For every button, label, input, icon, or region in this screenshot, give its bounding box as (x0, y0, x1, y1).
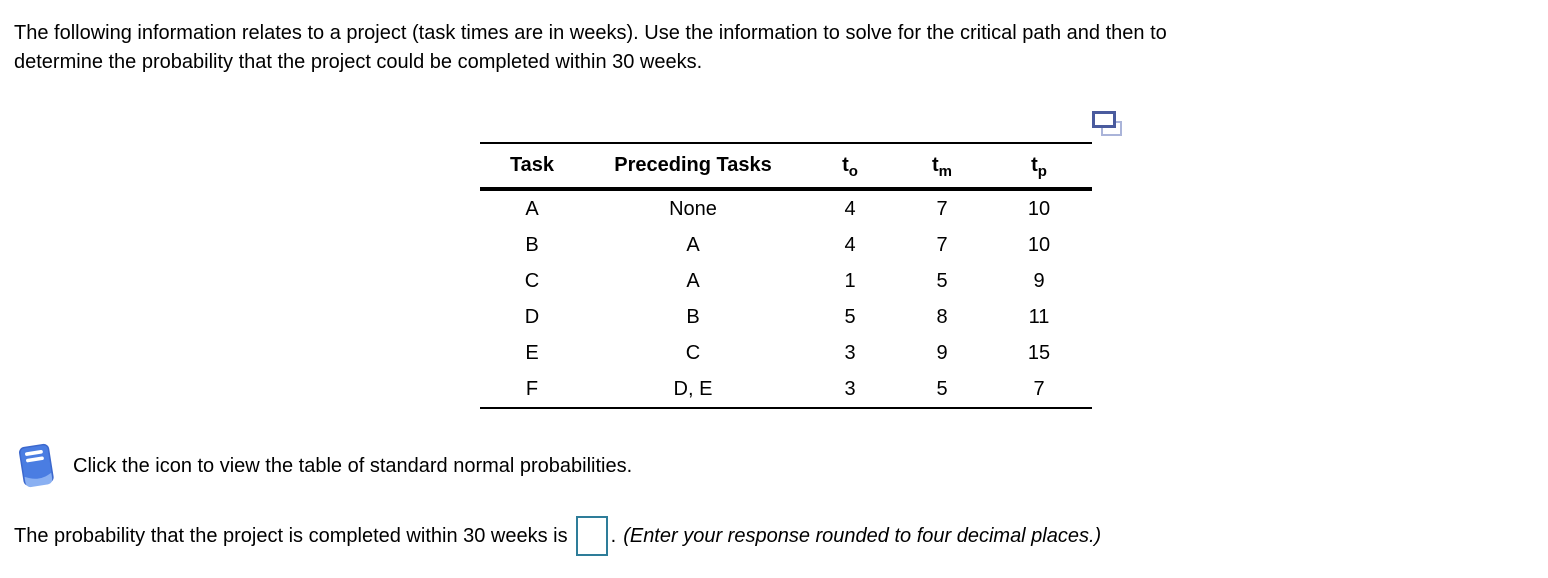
t-o-subscript: o (848, 163, 858, 180)
cell-tp: 11 (1028, 305, 1050, 328)
cell-tm: 7 (936, 197, 948, 220)
table-row: F D, E 3 5 7 (480, 371, 1092, 407)
cell-task: C (524, 269, 540, 292)
cell-task: E (525, 341, 539, 364)
normal-table-note: Click the icon to view the table of stan… (73, 454, 633, 477)
cell-to: 3 (844, 377, 856, 400)
table-row: E C 3 9 15 (480, 335, 1092, 371)
table-row: A None 4 7 10 (480, 191, 1092, 227)
cell-task: F (525, 377, 539, 400)
cell-preceding: None (669, 197, 717, 220)
cell-preceding: C (685, 341, 701, 364)
cell-tm: 9 (936, 341, 948, 364)
cell-tm: 7 (936, 233, 948, 256)
table-row: C A 1 5 9 (480, 263, 1092, 299)
cell-preceding: A (686, 269, 700, 292)
question-text-line2: determine the probability that the proje… (14, 51, 703, 73)
table-row: B A 4 7 10 (480, 227, 1092, 263)
cell-tm: 5 (936, 269, 948, 292)
col-header-t-optimistic: to (802, 154, 898, 180)
col-header-task: Task (509, 154, 555, 176)
cell-to: 1 (844, 269, 856, 292)
answer-hint: (Enter your response rounded to four dec… (623, 524, 1102, 547)
col-header-preceding-tasks: Preceding Tasks (614, 154, 772, 176)
answer-input[interactable] (575, 516, 608, 556)
normal-table-note-row: Click the icon to view the table of stan… (12, 440, 632, 492)
t-p-subscript: p (1037, 163, 1047, 180)
question-text: The following information relates to a p… (14, 19, 1167, 77)
question-text-line1: The following information relates to a p… (14, 22, 1167, 44)
cell-tp: 10 (1027, 197, 1051, 220)
book-icon[interactable] (12, 441, 60, 491)
cell-to: 5 (844, 305, 856, 328)
col-header-t-most-likely: tm (898, 154, 986, 180)
t-o-base: t (842, 154, 849, 176)
popout-copy-icon[interactable] (1092, 111, 1126, 141)
cell-tp: 7 (1033, 377, 1045, 400)
t-p-base: t (1031, 154, 1038, 176)
t-m-subscript: m (938, 163, 952, 180)
task-table: Task Preceding Tasks to tm tp A None 4 7… (480, 142, 1092, 409)
answer-prompt: The probability that the project is comp… (14, 524, 568, 547)
t-m-base: t (931, 154, 939, 176)
cell-to: 4 (844, 197, 856, 220)
table-header-row: Task Preceding Tasks to tm tp (480, 144, 1092, 191)
answer-period: . (610, 524, 617, 547)
cell-tp: 15 (1027, 341, 1051, 364)
answer-row: The probability that the project is comp… (14, 513, 1101, 559)
copy-icon-front-square (1092, 111, 1116, 128)
cell-tp: 9 (1033, 269, 1045, 292)
cell-preceding: A (686, 233, 700, 256)
table-row: D B 5 8 11 (480, 299, 1092, 335)
cell-to: 4 (844, 233, 856, 256)
cell-preceding: B (686, 305, 700, 328)
cell-task: A (525, 197, 539, 220)
cell-tm: 5 (936, 377, 948, 400)
cell-to: 3 (844, 341, 856, 364)
cell-tp: 10 (1027, 233, 1051, 256)
cell-tm: 8 (936, 305, 948, 328)
cell-task: B (525, 233, 539, 256)
col-header-t-pessimistic: tp (986, 154, 1092, 180)
cell-task: D (524, 305, 540, 328)
cell-preceding: D, E (673, 377, 713, 400)
